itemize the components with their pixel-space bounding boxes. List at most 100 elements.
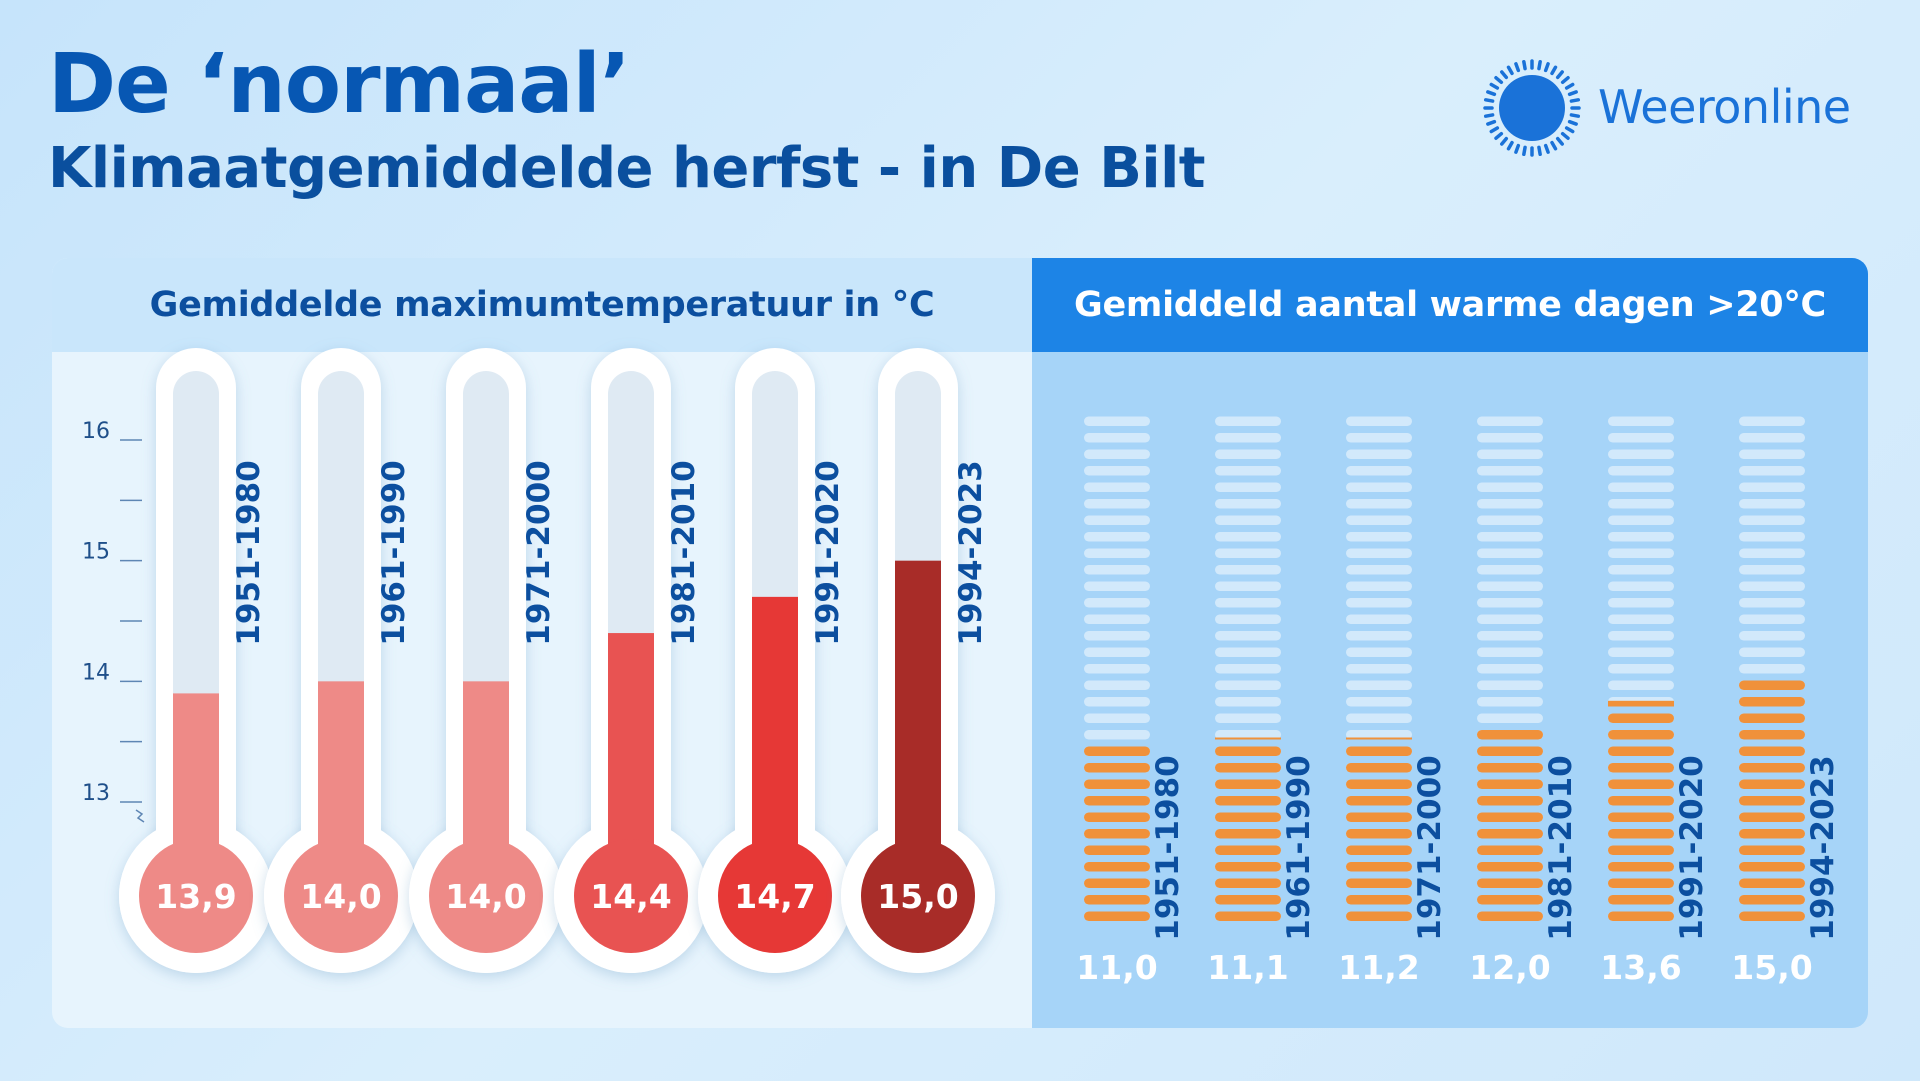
stripe-empty xyxy=(1215,565,1281,575)
stripe-empty xyxy=(1739,581,1805,591)
stripe-filled xyxy=(1215,895,1281,905)
stripe-empty xyxy=(1215,416,1281,426)
stripe-filled xyxy=(1608,779,1674,789)
thermometer-bulb xyxy=(718,839,832,953)
stripe-filled xyxy=(1739,779,1805,789)
stripe-empty xyxy=(1084,532,1150,542)
stripe-filled xyxy=(1084,812,1150,822)
stripe-empty xyxy=(1084,598,1150,608)
stripe-empty xyxy=(1084,664,1150,674)
stripe-empty xyxy=(1477,598,1543,608)
thermometer: 14,0 1971-2000 xyxy=(409,348,563,973)
stripe-filled xyxy=(1739,746,1805,756)
thermometer: 14,4 1981-2010 xyxy=(554,348,708,973)
stripe-filled xyxy=(1739,862,1805,872)
stripe-empty xyxy=(1739,499,1805,509)
axis-tick-label: 14 xyxy=(82,660,110,685)
stripe-empty xyxy=(1477,614,1543,624)
stripe-empty xyxy=(1215,515,1281,525)
stripe-empty xyxy=(1477,713,1543,723)
stripe-filled xyxy=(1215,796,1281,806)
stripe-empty xyxy=(1608,581,1674,591)
stripe-filled xyxy=(1739,911,1805,921)
stripe-empty xyxy=(1477,697,1543,707)
stripe-filled xyxy=(1608,713,1674,723)
stripe-filled xyxy=(1215,878,1281,888)
page-title: De ‘normaal’ xyxy=(48,37,631,132)
value-label: 12,0 xyxy=(1469,948,1550,987)
value-label: 11,0 xyxy=(1076,948,1157,987)
stripe-empty xyxy=(1215,466,1281,476)
temperature-panel: Gemiddelde maximumtemperatuur in °C 13 14… xyxy=(52,258,1032,1028)
stripe-empty xyxy=(1084,416,1150,426)
stripe-filled xyxy=(1346,763,1412,773)
stripe-empty xyxy=(1477,631,1543,641)
stripe-filled xyxy=(1084,895,1150,905)
stripe-empty xyxy=(1739,449,1805,459)
stripe-filled xyxy=(1084,779,1150,789)
stripe-empty xyxy=(1739,631,1805,641)
axis-break xyxy=(135,809,145,823)
stripe-filled xyxy=(1608,763,1674,773)
stripe-empty xyxy=(1608,416,1674,426)
stripe-empty xyxy=(1215,680,1281,690)
stripe-filled xyxy=(1477,746,1543,756)
value-label: 15,0 xyxy=(877,877,958,916)
stripe-empty xyxy=(1739,416,1805,426)
stripe-filled xyxy=(1477,878,1543,888)
category-label: 1951-1980 xyxy=(1150,755,1186,940)
stripe-empty xyxy=(1215,433,1281,443)
stripe-filled xyxy=(1739,878,1805,888)
stripe-empty xyxy=(1084,680,1150,690)
stripe-empty xyxy=(1084,713,1150,723)
stripe-empty xyxy=(1084,614,1150,624)
temperature-axis: 13 14 15 16 xyxy=(82,419,145,823)
stripe-empty xyxy=(1608,499,1674,509)
value-label: 13,9 xyxy=(155,877,236,916)
stripe-empty xyxy=(1215,631,1281,641)
stripe-filled xyxy=(1084,878,1150,888)
stripe-empty xyxy=(1608,631,1674,641)
stripe-empty xyxy=(1739,482,1805,492)
stripe-empty xyxy=(1477,482,1543,492)
stripe-empty xyxy=(1346,631,1412,641)
category-label: 1994-2023 xyxy=(1805,755,1841,940)
stripe-bar: 13,6 1991-2020 xyxy=(1600,416,1710,987)
stripe-empty xyxy=(1346,433,1412,443)
stripe-filled xyxy=(1346,746,1412,756)
axis-tick-label: 15 xyxy=(82,540,110,565)
category-label: 1991-2020 xyxy=(810,460,846,645)
stripe-empty xyxy=(1215,664,1281,674)
stripe-empty xyxy=(1477,416,1543,426)
stripe-empty xyxy=(1084,515,1150,525)
stripe-empty xyxy=(1084,433,1150,443)
value-label: 14,4 xyxy=(590,877,671,916)
thermometer: 15,0 1994-2023 xyxy=(841,348,995,973)
category-label: 1951-1980 xyxy=(231,460,267,645)
value-label: 11,1 xyxy=(1207,948,1288,987)
stripe-filled xyxy=(1215,812,1281,822)
stripe-filled xyxy=(1477,812,1543,822)
stripe-empty xyxy=(1477,664,1543,674)
stripe-filled xyxy=(1477,895,1543,905)
warm-days-chart: 11,01951-198011,11961-199011,21971-20001… xyxy=(1076,416,1841,987)
stripe-empty xyxy=(1215,499,1281,509)
stripe-filled xyxy=(1739,680,1805,690)
stripe-filled xyxy=(1346,845,1412,855)
value-label: 13,6 xyxy=(1600,948,1681,987)
thermometer: 14,0 1961-1990 xyxy=(264,348,418,973)
axis-tick-label: 16 xyxy=(82,419,110,444)
thermometer-bulb xyxy=(861,839,975,953)
stripe-empty xyxy=(1739,466,1805,476)
stripe-bar: 11,1 1961-1990 xyxy=(1207,416,1317,987)
stripe-empty xyxy=(1477,680,1543,690)
stripe-empty xyxy=(1608,548,1674,558)
stripe-filled xyxy=(1608,878,1674,888)
stripe-filled xyxy=(1346,911,1412,921)
stripe-empty xyxy=(1215,647,1281,657)
stripe-filled xyxy=(1739,812,1805,822)
thermometer: 13,9 1951-1980 xyxy=(119,348,273,973)
stripe-empty xyxy=(1608,598,1674,608)
stripe-filled xyxy=(1739,895,1805,905)
thermometer-bulb xyxy=(574,839,688,953)
